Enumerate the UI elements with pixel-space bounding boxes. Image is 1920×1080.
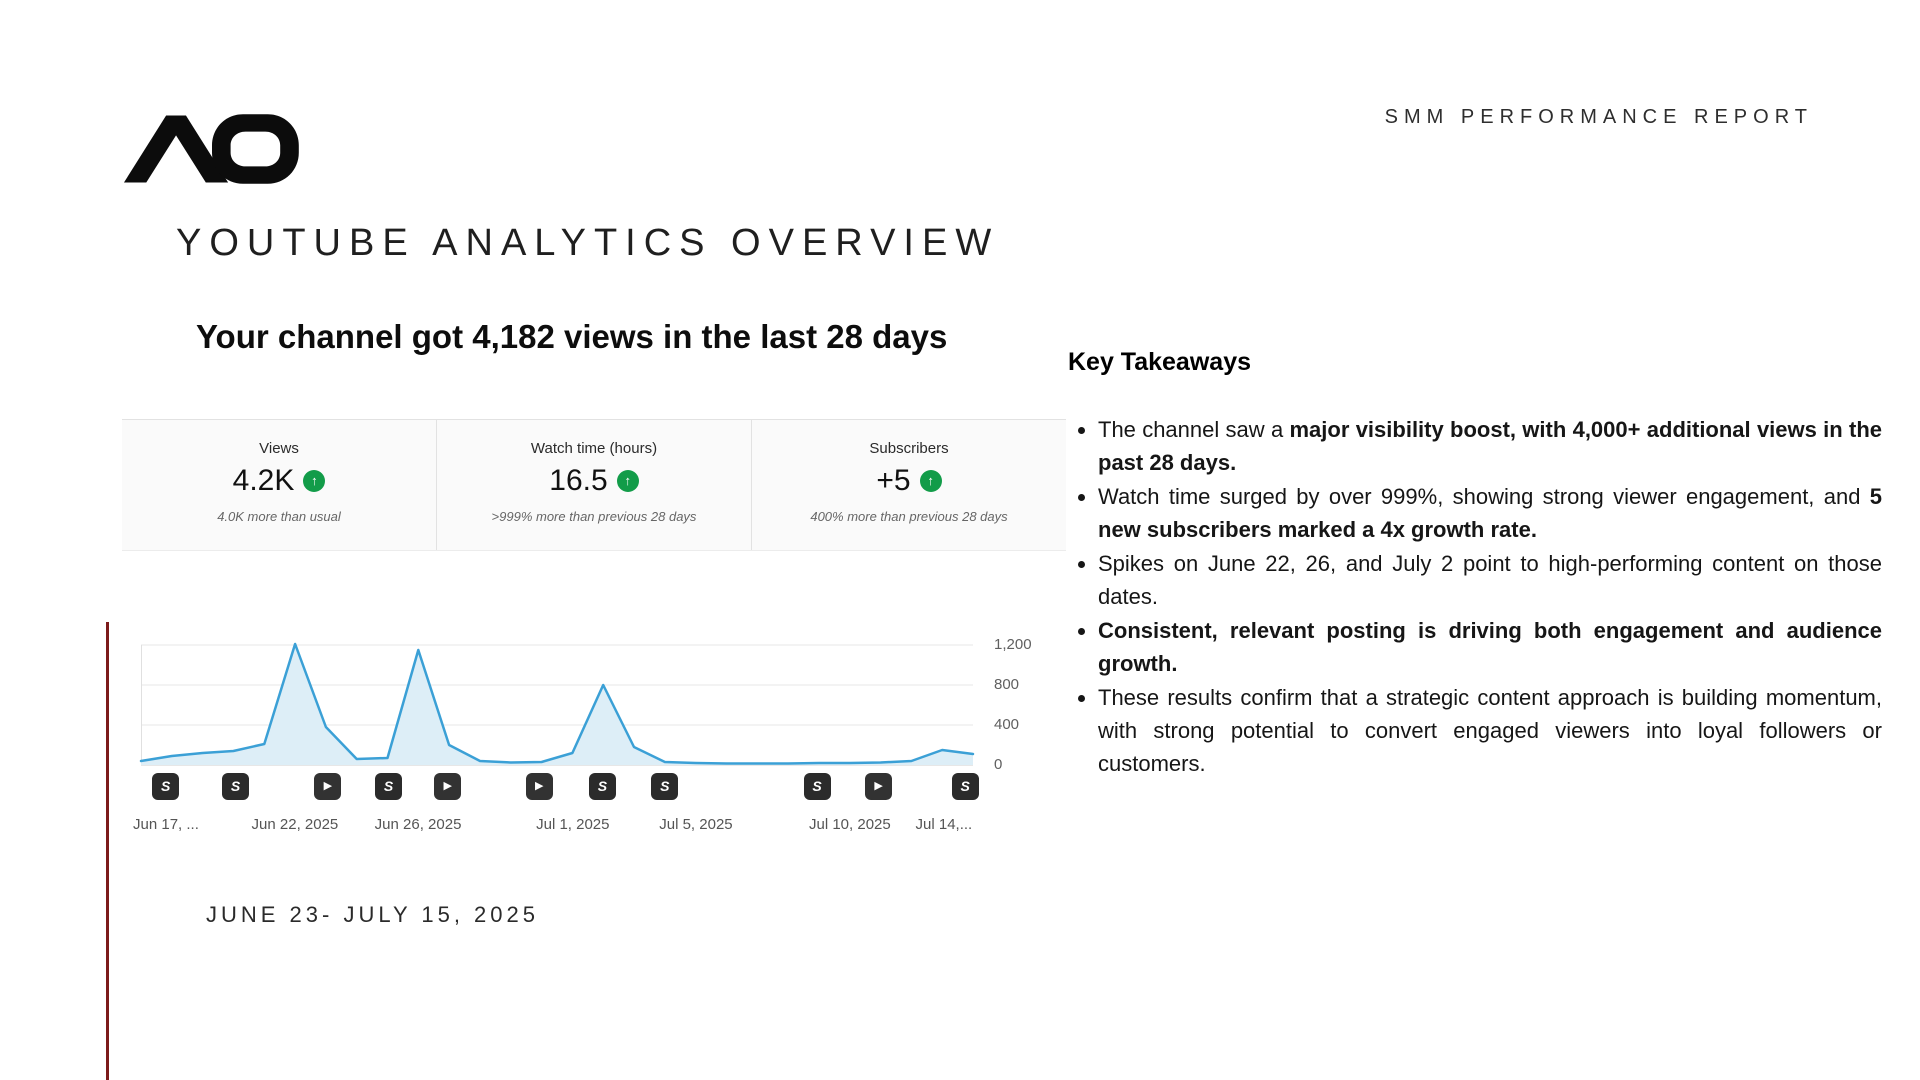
stat-note: 4.0K more than usual (217, 509, 341, 524)
channel-logo-icon: S (152, 773, 180, 800)
page-title: YOUTUBE ANALYTICS OVERVIEW (176, 222, 1000, 264)
stat-value: 4.2K (232, 464, 295, 497)
stat-card-watch-time-hours-: Watch time (hours) 16.5 ↑ >999% more than p… (437, 420, 752, 550)
takeaway-item: These results confirm that a strategic c… (1098, 681, 1882, 780)
video-thumbnail-play-icon: ▶ (434, 773, 462, 800)
up-arrow-icon: ↑ (919, 470, 942, 492)
video-thumbnail-play-icon: ▶ (525, 773, 553, 800)
takeaways-list: The channel saw a major visibility boost… (1068, 413, 1882, 780)
stat-label: Watch time (hours) (530, 440, 658, 457)
stat-note: >999% more than previous 28 days (491, 509, 697, 524)
y-tick-label: 1,200 (994, 636, 1032, 653)
x-axis-date-label: Jul 1, 2025 (536, 816, 610, 833)
key-takeaways-panel: Key Takeaways The channel saw a major vi… (1068, 348, 1882, 781)
video-thumbnail-play-icon: ▶ (314, 773, 342, 800)
y-tick-label: 800 (994, 676, 1020, 693)
stat-value-row: 4.2K ↑ (122, 464, 436, 498)
x-axis-date-label: Jul 5, 2025 (659, 816, 733, 833)
stat-value-row: 16.5 ↑ (437, 464, 751, 498)
takeaway-item: Consistent, relevant posting is driving … (1098, 614, 1882, 680)
stat-card-subscribers: Subscribers +5 ↑ 400% more than previous 28… (752, 420, 1066, 550)
x-axis-date-label: Jun 17, ... (133, 816, 199, 833)
video-thumbnail-play-icon: ▶ (865, 773, 893, 800)
stats-strip: Views 4.2K ↑ 4.0K more than usual Watch time… (122, 419, 1066, 551)
channel-logo-icon: S (588, 773, 616, 800)
report-label: SMM PERFORMANCE REPORT (1384, 106, 1813, 128)
stat-value: +5 (876, 464, 911, 497)
ao-logo-icon (123, 114, 299, 184)
accent-vertical-line (106, 622, 109, 1080)
y-tick-label: 0 (994, 756, 1003, 773)
analytics-headline: Your channel got 4,182 views in the last… (196, 318, 948, 355)
channel-logo-icon: S (951, 773, 979, 800)
channel-logo-icon: S (803, 773, 831, 800)
x-axis-date-label: Jul 14,... (915, 816, 973, 833)
takeaway-item: Watch time surged by over 999%, showing … (1098, 480, 1882, 546)
channel-logo-icon: S (651, 773, 679, 800)
stat-value: 16.5 (549, 464, 608, 497)
takeaway-item: The channel saw a major visibility boost… (1098, 413, 1882, 479)
channel-logo-icon: S (222, 773, 250, 800)
up-arrow-icon: ↑ (303, 470, 326, 492)
x-axis-date-label: Jun 26, 2025 (374, 816, 462, 833)
stat-value-row: +5 ↑ (752, 464, 1066, 498)
views-area-chart (139, 642, 975, 766)
y-tick-label: 400 (994, 716, 1020, 733)
stat-card-views: Views 4.2K ↑ 4.0K more than usual (122, 420, 437, 550)
stat-label: Views (259, 440, 299, 457)
up-arrow-icon: ↑ (616, 470, 639, 492)
stat-label: Subscribers (869, 440, 949, 457)
ao-logo (119, 110, 305, 188)
x-axis-date-label: Jun 22, 2025 (251, 816, 339, 833)
views-chart: 1,200 800 400 0 S S ▶ S ▶ ▶ S S S ▶ S Jun 17, ... Jun … (133, 622, 1141, 862)
stat-note: 400% more than previous 28 days (810, 509, 1008, 524)
x-axis-date-label: Jul 10, 2025 (808, 816, 891, 833)
channel-logo-icon: S (375, 773, 403, 800)
takeaway-item: Spikes on June 22, 26, and July 2 point … (1098, 547, 1882, 613)
date-range-caption: JUNE 23- JULY 15, 2025 (206, 902, 539, 927)
takeaways-title: Key Takeaways (1068, 348, 1251, 376)
